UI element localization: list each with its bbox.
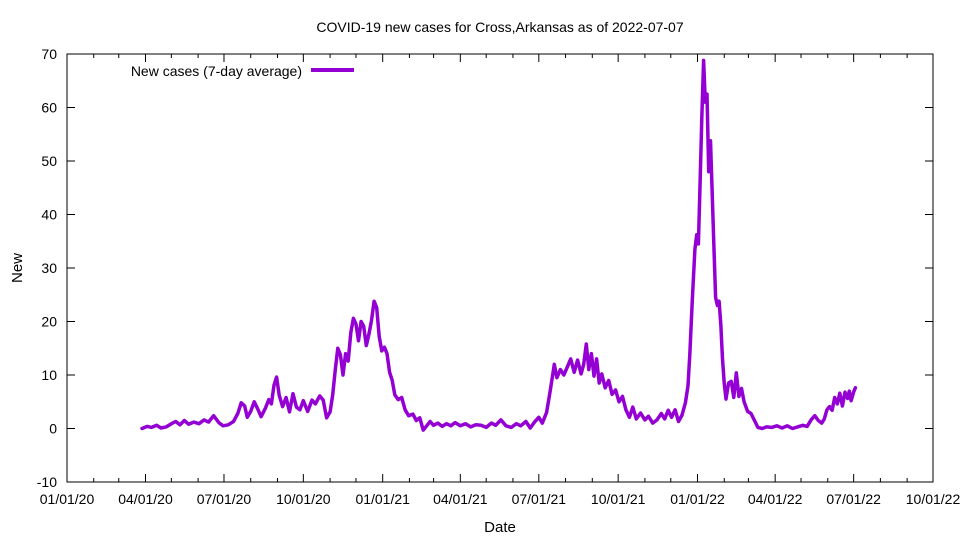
y-tick-label: -10 [37,474,57,490]
y-axis: -10 0 10 20 30 40 50 60 70 [37,46,933,490]
y-tick-label: 10 [41,367,57,383]
y-tick-label: 40 [41,207,57,223]
legend-label: New cases (7-day average) [131,63,302,79]
x-tick-label: 07/01/21 [512,491,567,507]
y-tick-label: 30 [41,260,57,276]
x-tick-label: 04/01/21 [433,491,488,507]
plot-frame [66,53,934,483]
y-tick-label: 60 [41,100,57,116]
y-tick-label: 70 [41,46,57,62]
x-tick-label: 10/01/20 [276,491,331,507]
x-tick-label: 04/01/20 [118,491,173,507]
plot-area [66,53,934,483]
y-tick-label: 20 [41,314,57,330]
x-tick-label: 10/01/22 [906,491,960,507]
x-tick-label: 01/01/22 [670,491,725,507]
x-tick-label: 07/01/20 [197,491,252,507]
y-axis-label: New [9,253,26,283]
x-tick-label: 04/01/22 [748,491,803,507]
y-tick-label: 50 [41,153,57,169]
chart-title: COVID-19 new cases for Cross,Arkansas as… [316,19,683,35]
x-tick-label: 01/01/20 [40,491,95,507]
series-area [140,58,858,432]
y-tick-label: 0 [49,421,57,437]
x-tick-label: 07/01/22 [826,491,881,507]
x-tick-label: 01/01/21 [355,491,410,507]
x-axis-label: Date [484,519,516,536]
series-line-0 [140,58,858,432]
x-tick-label: 10/01/21 [591,491,646,507]
legend: New cases (7-day average) [131,63,354,79]
x-axis: 01/01/20 04/01/20 07/01/20 10/01/20 01/01/21… [40,54,960,507]
